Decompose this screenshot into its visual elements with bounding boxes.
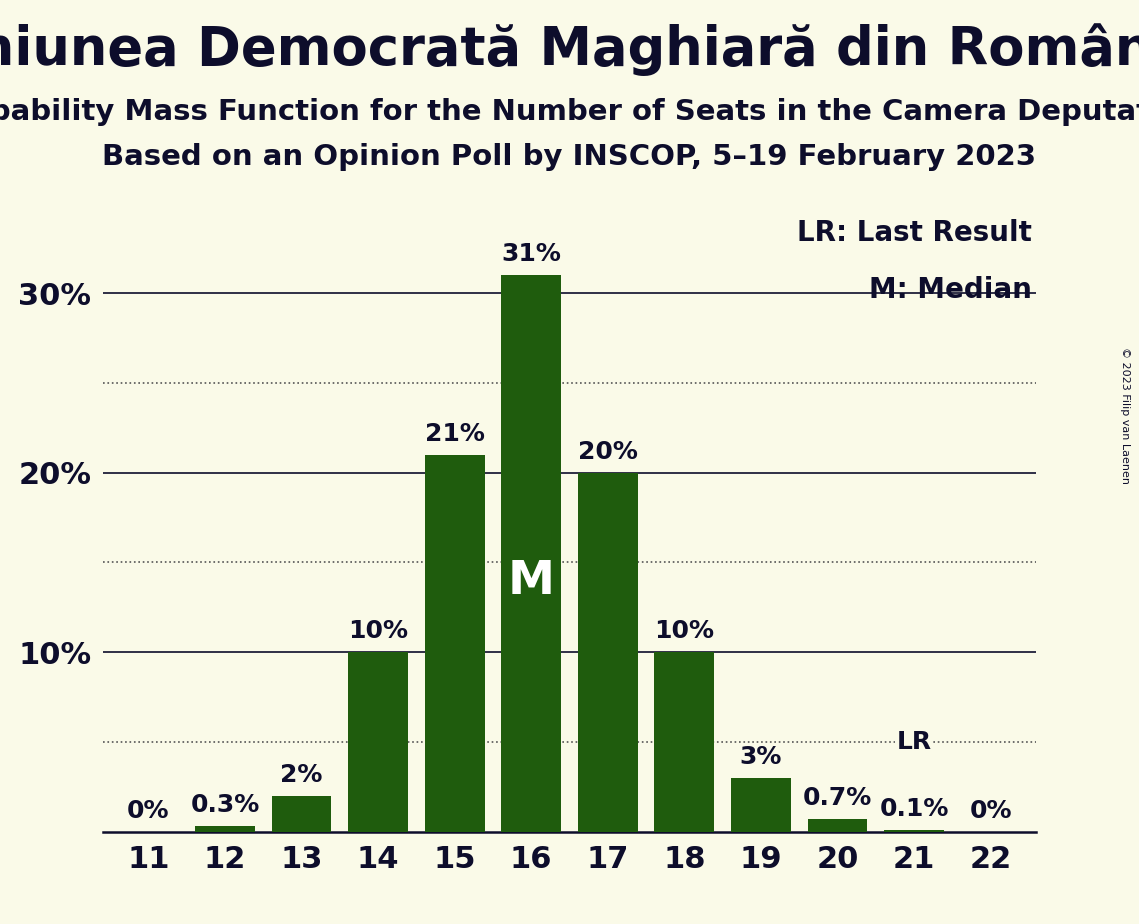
- Text: 0.1%: 0.1%: [879, 796, 949, 821]
- Text: © 2023 Filip van Laenen: © 2023 Filip van Laenen: [1121, 347, 1130, 484]
- Text: 3%: 3%: [739, 745, 782, 769]
- Text: 20%: 20%: [577, 440, 638, 464]
- Bar: [731, 778, 790, 832]
- Text: LR: Last Result: LR: Last Result: [797, 219, 1032, 247]
- Text: 0.3%: 0.3%: [190, 793, 260, 817]
- Bar: [501, 275, 562, 832]
- Text: M: Median: M: Median: [869, 275, 1032, 304]
- Bar: [577, 472, 638, 832]
- Text: 10%: 10%: [654, 619, 714, 643]
- Text: Uniunea Democrată Maghiară din România: Uniunea Democrată Maghiară din România: [0, 23, 1139, 76]
- Text: Based on an Opinion Poll by INSCOP, 5–19 February 2023: Based on an Opinion Poll by INSCOP, 5–19…: [103, 143, 1036, 171]
- Bar: [272, 796, 331, 832]
- Text: Probability Mass Function for the Number of Seats in the Camera Deputaților: Probability Mass Function for the Number…: [0, 97, 1139, 126]
- Text: 2%: 2%: [280, 762, 322, 786]
- Text: 21%: 21%: [425, 421, 484, 445]
- Text: LR: LR: [896, 730, 932, 754]
- Text: 0%: 0%: [128, 798, 170, 822]
- Bar: [425, 455, 484, 832]
- Text: 31%: 31%: [501, 242, 562, 266]
- Text: M: M: [508, 559, 555, 603]
- Text: 10%: 10%: [349, 619, 408, 643]
- Bar: [195, 826, 255, 832]
- Bar: [884, 830, 944, 832]
- Bar: [655, 652, 714, 832]
- Text: 0.7%: 0.7%: [803, 786, 872, 810]
- Bar: [808, 819, 867, 832]
- Text: 0%: 0%: [969, 798, 1011, 822]
- Bar: [349, 652, 408, 832]
